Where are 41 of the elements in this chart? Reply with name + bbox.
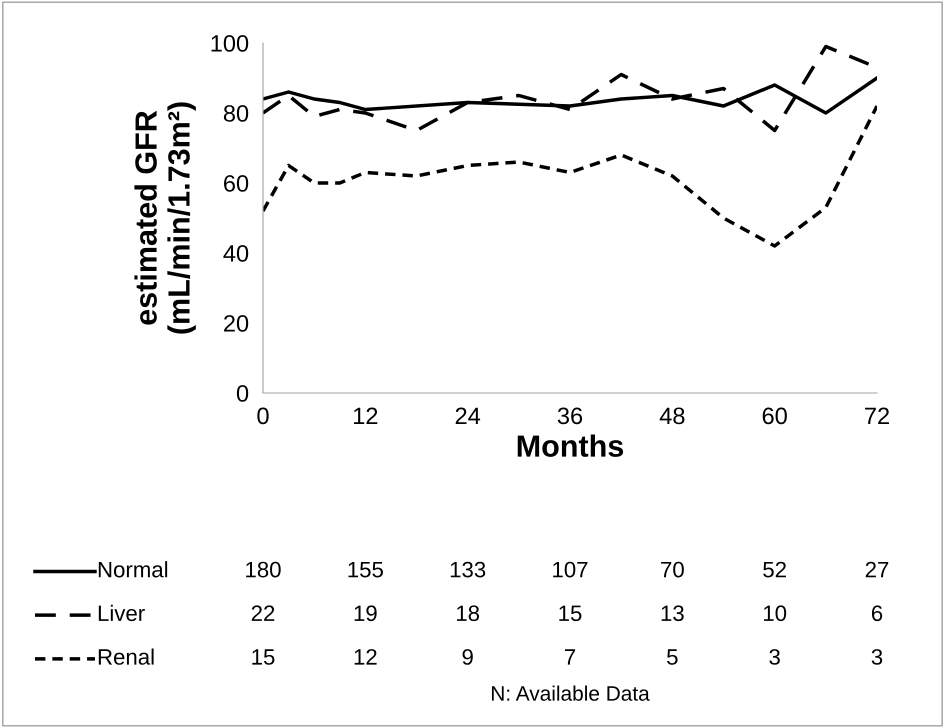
x-tick-label: 60	[762, 408, 787, 424]
y-tick-label: 40	[223, 245, 248, 262]
text: 22	[252, 605, 274, 621]
text: 133	[450, 562, 486, 578]
text: 180	[246, 562, 281, 578]
text: 52	[763, 562, 786, 578]
text: 18	[457, 605, 480, 622]
text: 7	[564, 649, 576, 665]
text: 70	[661, 562, 684, 578]
text: 3	[769, 649, 780, 665]
text: 9	[462, 649, 473, 665]
text: N: Available Data	[492, 686, 650, 701]
x-tick-label: 72	[865, 408, 889, 424]
text: 3	[872, 649, 882, 665]
text: 15	[252, 649, 274, 665]
text: 13	[662, 605, 684, 622]
x-tick-label: 0	[257, 408, 269, 424]
text: 107	[553, 562, 588, 578]
y-tick-label: 20	[224, 315, 248, 332]
legend-label: Liver	[98, 604, 145, 622]
y-axis-title: estimated GFR (mL/min/1.73m²)	[134, 102, 196, 334]
text: 155	[348, 562, 383, 578]
text: 6	[872, 605, 882, 622]
y-tick-label: 80	[224, 105, 248, 122]
y-tick-label: 60	[224, 175, 248, 192]
text: 15	[559, 606, 582, 622]
text: 19	[354, 605, 377, 622]
x-tick-label: 12	[354, 408, 378, 424]
x-tick-label: 24	[456, 408, 480, 424]
y-tick-label: 100	[212, 35, 248, 52]
text: 10	[764, 605, 786, 622]
legend-label: Normal	[98, 561, 168, 578]
x-tick-label: 48	[660, 408, 684, 424]
legend-label: Renal	[98, 648, 154, 665]
x-axis-title: Months	[518, 434, 624, 457]
text: 12	[354, 649, 377, 665]
text: 27	[866, 562, 888, 578]
y-tick-label: 0	[236, 385, 248, 402]
text: 5	[667, 649, 678, 665]
x-tick-label: 36	[558, 408, 582, 424]
line-series	[263, 104, 877, 248]
